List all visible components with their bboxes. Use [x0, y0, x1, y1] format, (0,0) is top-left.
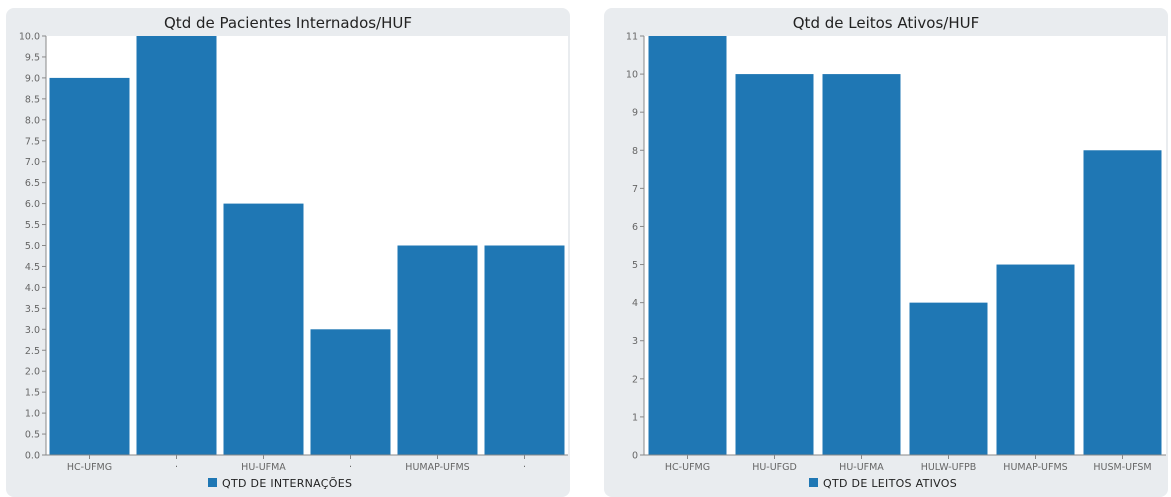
legend-label: QTD DE INTERNAÇÕES — [222, 477, 352, 490]
y-tick-label: 6 — [632, 222, 638, 233]
y-tick-label: 10 — [626, 70, 638, 81]
y-tick-label: 7.5 — [25, 136, 40, 147]
x-tick-label: HU-UFGD — [752, 462, 797, 473]
bar — [910, 303, 988, 455]
y-tick-label: 5.0 — [25, 241, 40, 252]
bar — [398, 246, 478, 456]
bar — [1084, 150, 1162, 455]
y-tick-label: 2 — [632, 374, 638, 385]
y-tick-label: 0 — [632, 451, 638, 462]
legend-swatch — [809, 478, 818, 487]
legend: QTD DE LEITOS ATIVOS — [809, 477, 957, 490]
y-tick-label: 11 — [626, 32, 638, 43]
chart-panel-leitos: Qtd de Leitos Ativos/HUF 0 1 2 3 4 5 6 7 8 9 10 11 HC… — [604, 8, 1168, 497]
y-tick-label: 1.0 — [25, 409, 40, 420]
y-tick-label: 8 — [632, 146, 638, 157]
bar — [736, 74, 814, 455]
chart-title: Qtd de Leitos Ativos/HUF — [793, 14, 979, 32]
bar — [137, 36, 217, 455]
chart-internacoes: Qtd de Pacientes Internados/HUF 0.0 0.5 1.0… — [6, 8, 570, 497]
y-tick-label: 10.0 — [19, 32, 40, 43]
x-tick-label: HU-UFMA — [241, 462, 286, 473]
y-tick-label: 8.5 — [25, 94, 40, 105]
x-tick-label: HULW-UFPB — [921, 462, 977, 473]
x-tick-label: HC-UFMG — [665, 462, 710, 473]
x-tick-label: · — [523, 462, 526, 473]
y-tick-label: 7 — [632, 184, 638, 195]
x-tick-label: HUMAP-UFMS — [405, 462, 469, 473]
y-tick-label: 1.5 — [25, 388, 40, 399]
legend-swatch — [208, 478, 217, 487]
chart-panel-internacoes: Qtd de Pacientes Internados/HUF 0.0 0.5 1.0… — [6, 8, 570, 497]
y-tick-label: 3 — [632, 336, 638, 347]
y-tick-label: 7.0 — [25, 157, 40, 168]
legend-label: QTD DE LEITOS ATIVOS — [823, 477, 957, 490]
bar — [997, 265, 1075, 455]
legend: QTD DE INTERNAÇÕES — [208, 477, 352, 490]
y-tick-label: 2.5 — [25, 346, 40, 357]
chart-title: Qtd de Pacientes Internados/HUF — [164, 14, 412, 32]
y-tick-label: 6.0 — [25, 199, 40, 210]
y-tick-label: 2.0 — [25, 367, 40, 378]
bar — [311, 329, 391, 455]
bar — [649, 36, 727, 455]
bar — [50, 78, 130, 455]
y-tick-label: 3.0 — [25, 325, 40, 336]
y-tick-label: 4.0 — [25, 283, 40, 294]
y-tick-label: 9.0 — [25, 73, 40, 84]
y-tick-label: 0.0 — [25, 451, 40, 462]
x-tick-label: HUMAP-UFMS — [1003, 462, 1067, 473]
y-tick-label: 0.5 — [25, 430, 40, 441]
y-tick-label: 5.5 — [25, 220, 40, 231]
bar — [224, 204, 304, 455]
y-tick-label: 9 — [632, 108, 638, 119]
x-tick-label: · — [349, 462, 352, 473]
y-tick-label: 4.5 — [25, 262, 40, 273]
y-tick-label: 4 — [632, 298, 638, 309]
y-tick-label: 8.0 — [25, 115, 40, 126]
x-tick-label: HU-UFMA — [839, 462, 884, 473]
x-tick-label: HUSM-UFSM — [1093, 462, 1151, 473]
chart-leitos: Qtd de Leitos Ativos/HUF 0 1 2 3 4 5 6 7 8 9 10 11 HC… — [604, 8, 1168, 497]
y-tick-label: 5 — [632, 260, 638, 271]
x-tick-label: HC-UFMG — [67, 462, 112, 473]
bar — [485, 246, 565, 456]
x-tick-label: · — [175, 462, 178, 473]
y-tick-label: 1 — [632, 412, 638, 423]
y-tick-label: 3.5 — [25, 304, 40, 315]
y-tick-label: 9.5 — [25, 52, 40, 63]
bar — [823, 74, 901, 455]
y-tick-label: 6.5 — [25, 178, 40, 189]
